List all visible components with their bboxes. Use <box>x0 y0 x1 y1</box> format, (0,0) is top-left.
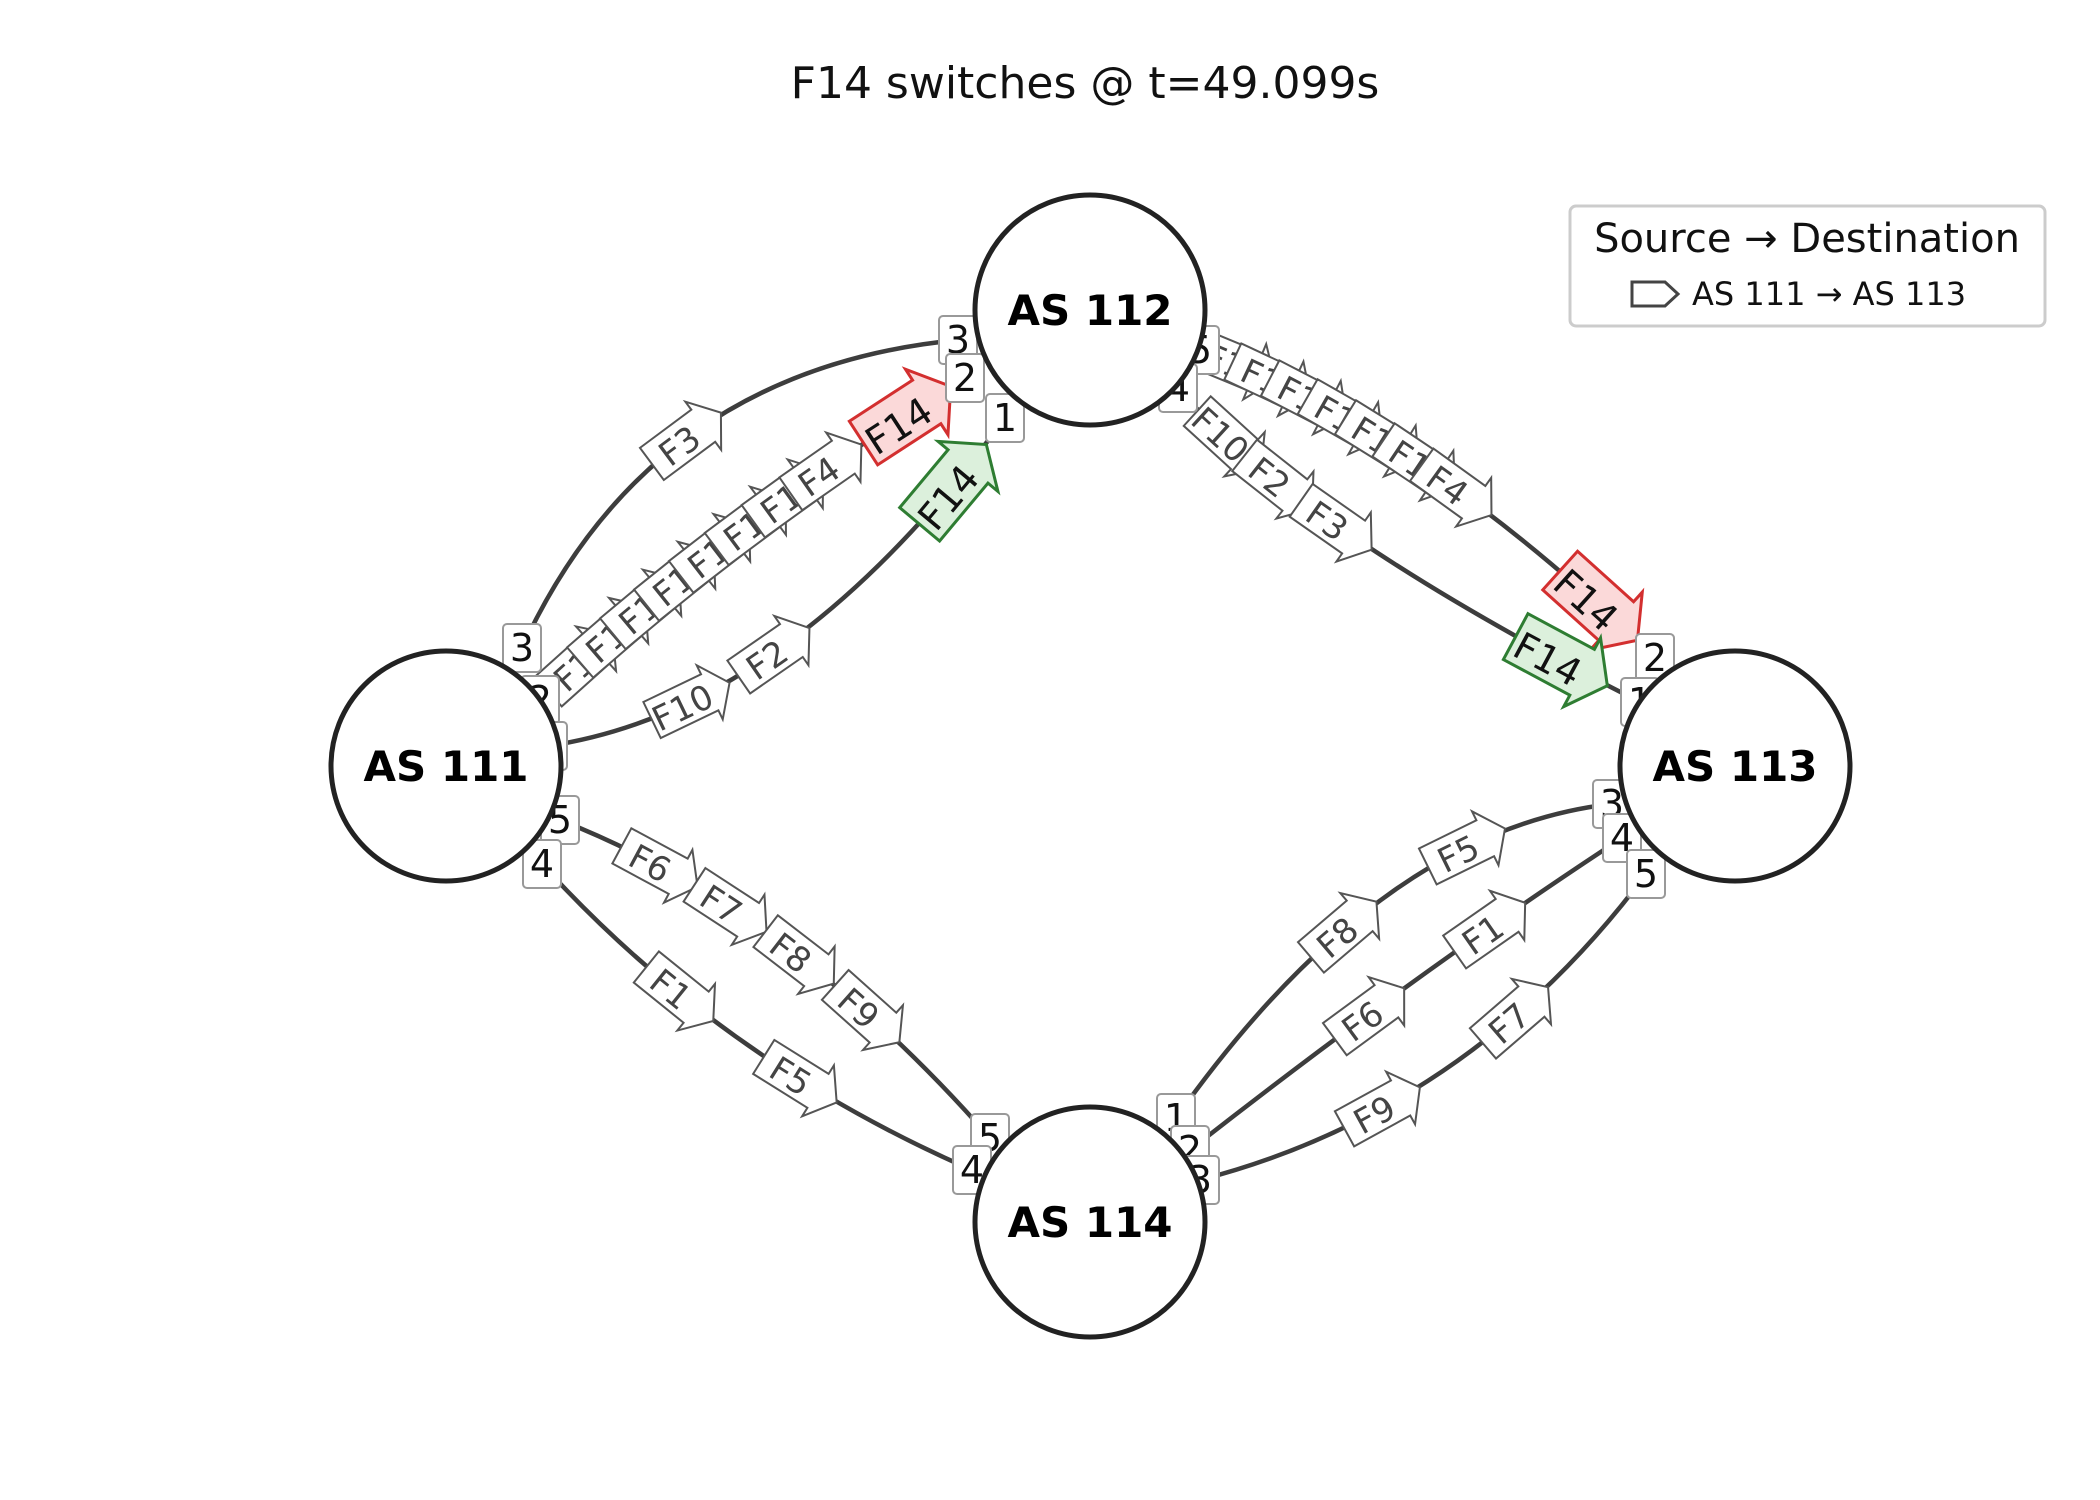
link-AS111-4-to-AS114-4 <box>540 862 973 1173</box>
flow-arrow-f7-shape <box>682 866 768 947</box>
flow-arrow-f3: F3 <box>638 399 723 482</box>
node-as114-circle <box>972 1104 1208 1340</box>
flow-arrow-f2-shape <box>725 613 811 695</box>
legend-entry: AS 111 → AS 113 <box>1692 275 1966 313</box>
flow-arrow-f14-old-shape <box>1540 549 1645 653</box>
flow-arrow-f14-new-shape <box>1501 611 1609 710</box>
flow-arrow-f1: F1 <box>632 950 717 1033</box>
node-as112-label: AS 112 <box>1007 286 1172 335</box>
outline-arrow-icon <box>1630 280 1681 308</box>
port-AS113-5: 5 <box>1626 849 1666 899</box>
diagram-title: F14 switches @ t=49.099s <box>791 58 1380 109</box>
legend-box <box>1568 204 2047 328</box>
flow-arrow-f7-shape <box>1468 977 1553 1060</box>
flow-arrow-f9: F9 <box>1333 1069 1421 1148</box>
port-AS112-2-label: 2 <box>953 356 977 400</box>
flow-arrow-f14-old: F14 <box>1540 549 1645 653</box>
flow-arrow-f5-shape <box>751 1038 838 1119</box>
flow-arrow-f14-old-shape <box>847 366 953 467</box>
port-AS111-4: 4 <box>522 839 562 889</box>
node-as111-circle <box>328 648 564 884</box>
flow-arrow-f6-shape <box>1321 975 1406 1057</box>
flow-arrow-f5-shape <box>1417 809 1507 886</box>
flow-arrow-f6-shape <box>611 826 699 905</box>
flow-arrow-f5: F5 <box>1417 809 1507 886</box>
flow-arrow-f3-shape <box>1288 482 1373 564</box>
link-AS114-1-to-AS113-3 <box>1174 801 1613 1120</box>
node-as113-circle <box>1617 648 1853 884</box>
port-AS112-1-box <box>985 393 1025 443</box>
flow-arrow-f8-shape <box>1296 891 1381 975</box>
port-AS111-3-box <box>502 623 542 673</box>
port-AS113-2-label: 2 <box>1643 636 1667 680</box>
link-AS114-3-to-AS113-5 <box>1199 872 1648 1183</box>
flow-arrow-f9-shape <box>1333 1069 1421 1148</box>
port-AS112-1-label: 1 <box>993 396 1017 440</box>
port-AS111-3: 3 <box>502 623 542 673</box>
nodes-layer: AS 111 AS 112 AS 113 AS 114 <box>328 192 1853 1340</box>
port-AS112-3: 3 <box>938 315 978 365</box>
flow-arrow-f6: F6 <box>1321 975 1406 1057</box>
port-AS113-5-label: 5 <box>1634 852 1658 896</box>
link-AS111-3-to-AS112-3 <box>519 337 959 649</box>
flow-arrow-f2: F2 <box>725 613 811 695</box>
link-AS114-2-to-AS113-4 <box>1188 836 1624 1152</box>
node-as111-label: AS 111 <box>363 742 528 791</box>
port-AS112-2-box <box>945 353 985 403</box>
port-AS111-4-label: 4 <box>530 842 554 886</box>
node-as114: AS 114 <box>972 1104 1208 1340</box>
flow-arrow-f1-shape <box>632 950 717 1033</box>
port-AS113-5-box <box>1626 849 1666 899</box>
flow-arrow-f1: F1 <box>1441 888 1527 970</box>
flow-arrow-f3-shape <box>638 399 723 482</box>
flow-arrow-f14-new-shape <box>897 439 1001 544</box>
port-AS111-3-label: 3 <box>510 626 534 670</box>
flow-arrow-f4-shape <box>1408 447 1493 529</box>
port-AS112-1: 1 <box>985 393 1025 443</box>
flow-arrow-f9-shape <box>820 968 905 1052</box>
links-layer <box>519 337 1657 1183</box>
port-AS112-2: 2 <box>945 353 985 403</box>
port-AS113-2: 2 <box>1635 633 1675 683</box>
node-as114-label: AS 114 <box>1007 1198 1172 1247</box>
flow-arrow-f10-shape <box>642 662 731 740</box>
legend: Source → Destination AS 111 → AS 113 <box>1568 204 2047 328</box>
legend-title: Source → Destination <box>1594 216 2020 262</box>
flow-arrow-f8-shape <box>752 913 836 996</box>
flow-arrow-f7: F7 <box>1468 977 1553 1060</box>
flow-arrow-f10: F10 <box>642 662 731 740</box>
flow-arrow-f1-shape <box>1441 888 1527 970</box>
flow-arrow-f4-shape <box>777 430 863 512</box>
node-as113-label: AS 113 <box>1652 742 1817 791</box>
node-as113: AS 113 <box>1617 648 1853 884</box>
node-as112-circle <box>972 192 1208 428</box>
flow-arrows-layer: F3F1F1F1F1F1F1F1F4F14F10F2F14F1F1F1F1F1F… <box>533 327 1645 1148</box>
node-as111: AS 111 <box>328 648 564 884</box>
port-AS111-4-box <box>522 839 562 889</box>
node-as112: AS 112 <box>972 192 1208 428</box>
flow-arrow-f5: F5 <box>751 1038 838 1119</box>
